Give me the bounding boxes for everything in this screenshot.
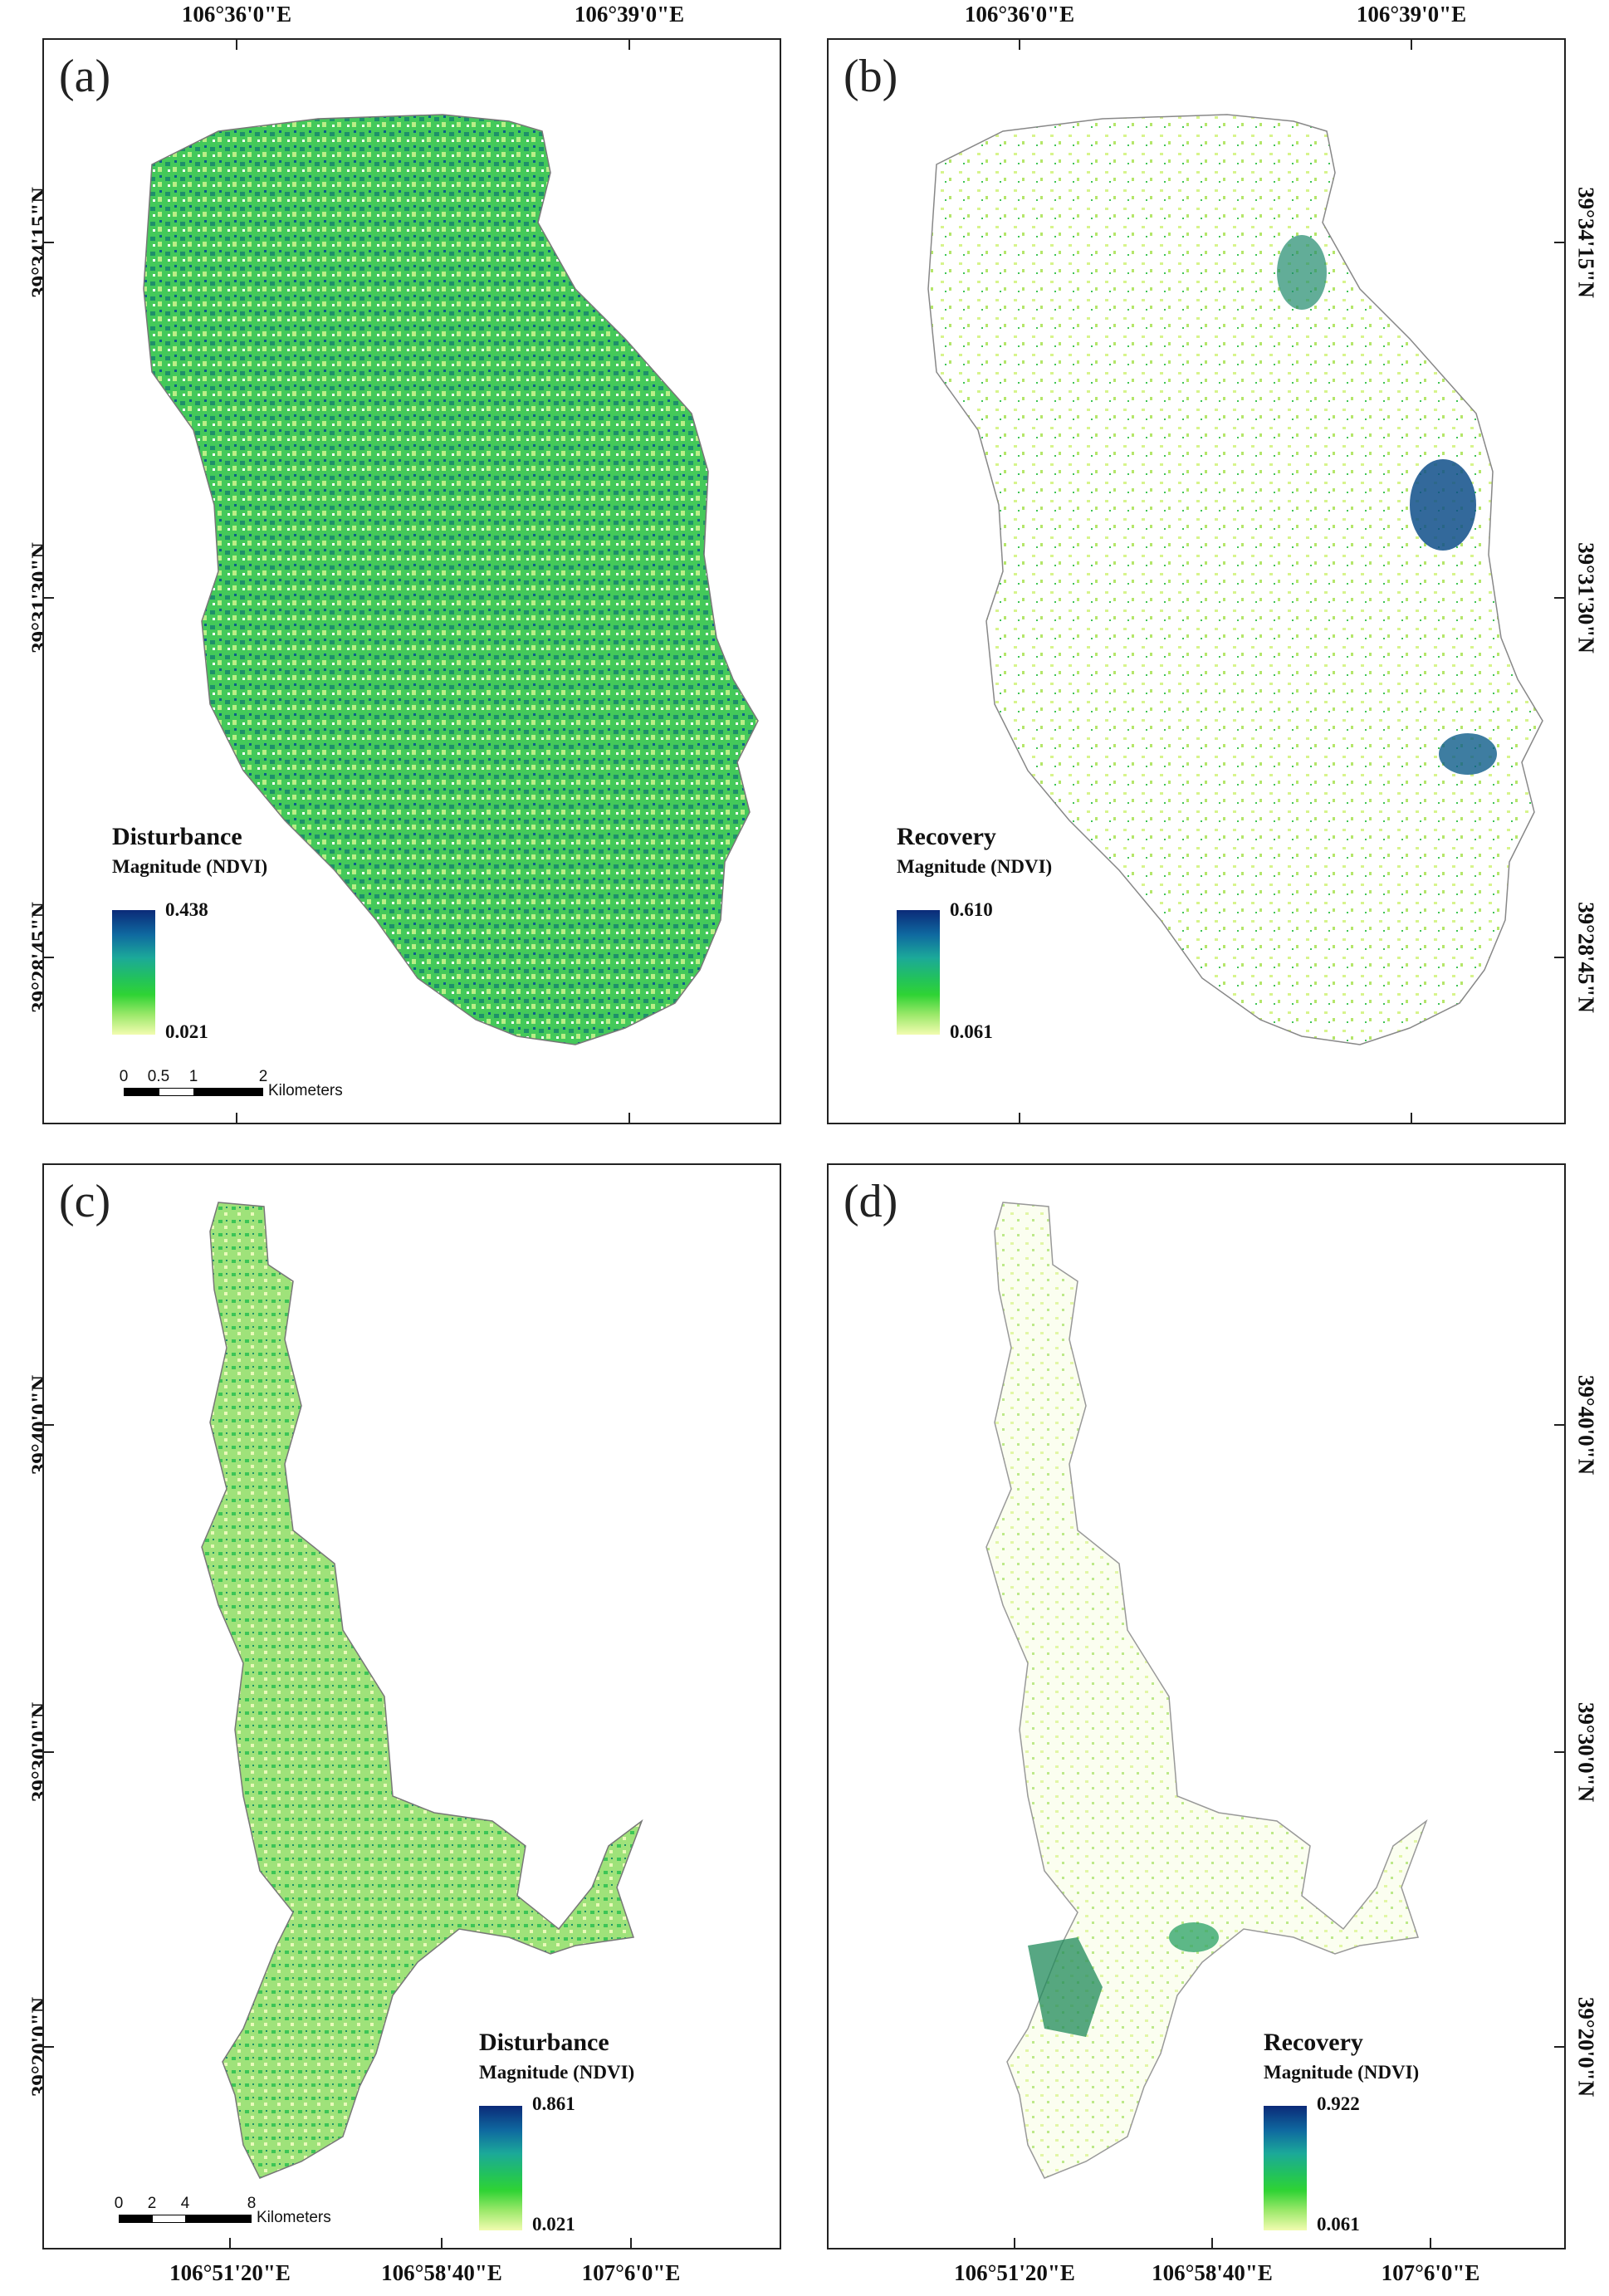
- map-panel-c: (c) Disturbance Magnitude (NDVI) 0.861 0…: [42, 1163, 781, 2249]
- scale-tick-a-2: 1: [188, 1068, 198, 1085]
- tick-top-1: [236, 38, 237, 50]
- scale-unit-a: Kilometers: [268, 1082, 343, 1099]
- lon-label-top-1: 106°36'0"E: [181, 2, 292, 27]
- legend-title-d: Recovery: [1264, 2029, 1363, 2056]
- tick-bottom-d-1: [1014, 2238, 1015, 2249]
- tick-bottom-a-1: [236, 1113, 237, 1124]
- legend-max-b: 0.610: [950, 899, 993, 920]
- tick-right-d-1: [1554, 1424, 1566, 1426]
- lat-label-d-3: 39°20'0"N: [1573, 1996, 1599, 2098]
- panel-label-d: (d): [844, 1176, 898, 1227]
- scale-tick-c-0: 0: [114, 2195, 124, 2212]
- legend-title-a: Disturbance: [112, 823, 242, 850]
- scale-tick-a-3: 2: [258, 1068, 268, 1085]
- lon-label-bottom-1: 106°51'20"E: [169, 2260, 291, 2285]
- lat-label-b-1: 39°34'15"N: [1573, 187, 1599, 298]
- region-outline-c: [201, 1202, 643, 2179]
- tick-left-a-1: [42, 242, 54, 243]
- legend-subtitle-a: Magnitude (NDVI): [112, 856, 268, 877]
- scale-unit-c: Kilometers: [257, 2209, 331, 2226]
- map-panel-a: (a) Disturbance Magnitude (NDVI) 0.438 0…: [42, 38, 781, 1124]
- scale-tick-c-3: 8: [247, 2195, 257, 2212]
- map-c-region: [201, 1202, 643, 2179]
- lon-label-bottom-5: 106°58'40"E: [1152, 2260, 1273, 2285]
- tick-left-a-2: [42, 597, 54, 599]
- map-d-region: [985, 1202, 1428, 2179]
- lon-label-bottom-4: 106°51'20"E: [954, 2260, 1075, 2285]
- tick-left-c-2: [42, 1751, 54, 1753]
- tick-top-3: [1019, 38, 1020, 50]
- color-ramp-b: [897, 910, 940, 1035]
- scale-tick-a-1: 0.5: [147, 1068, 170, 1085]
- map-a-region: [143, 114, 759, 1045]
- lon-label-bottom-2: 106°58'40"E: [381, 2260, 502, 2285]
- panel-label-c: (c): [59, 1176, 111, 1227]
- lon-label-top-4: 106°39'0"E: [1356, 2, 1467, 27]
- tick-left-c-1: [42, 1424, 54, 1426]
- lat-label-b-3: 39°28'45"N: [1573, 902, 1599, 1013]
- tick-bottom-b-1: [1019, 1113, 1020, 1124]
- region-outline-d: [985, 1202, 1428, 2179]
- legend-max-a: 0.438: [165, 899, 208, 920]
- region-outline-a: [143, 114, 759, 1045]
- tick-right-b-1: [1554, 242, 1566, 243]
- region-outline-b: [927, 114, 1543, 1045]
- legend-min-a: 0.021: [165, 1021, 208, 1042]
- map-b-region: [927, 114, 1543, 1045]
- scale-tick-c-1: 2: [147, 2195, 157, 2212]
- lon-label-top-2: 106°39'0"E: [574, 2, 685, 27]
- scale-bar-a: [124, 1088, 263, 1096]
- lat-label-d-2: 39°30'0"N: [1573, 1701, 1599, 1803]
- tick-bottom-a-2: [628, 1113, 630, 1124]
- tick-left-a-3: [42, 957, 54, 958]
- legend-title-c: Disturbance: [479, 2029, 609, 2056]
- tick-right-d-3: [1554, 2046, 1566, 2048]
- scale-tick-c-2: 4: [180, 2195, 190, 2212]
- lat-label-b-2: 39°31'30"N: [1573, 542, 1599, 654]
- tick-right-b-3: [1554, 957, 1566, 958]
- legend-min-d: 0.061: [1317, 2214, 1360, 2235]
- tick-top-2: [628, 38, 630, 50]
- lat-label-d-1: 39°40'0"N: [1573, 1374, 1599, 1476]
- legend-subtitle-b: Magnitude (NDVI): [897, 856, 1053, 877]
- tick-bottom-b-2: [1411, 1113, 1412, 1124]
- tick-bottom-d-3: [1430, 2238, 1431, 2249]
- tick-bottom-c-1: [229, 2238, 231, 2249]
- legend-max-c: 0.861: [532, 2093, 575, 2114]
- lon-label-top-3: 106°36'0"E: [964, 2, 1075, 27]
- legend-min-b: 0.061: [950, 1021, 993, 1042]
- legend-title-b: Recovery: [897, 823, 996, 850]
- map-panel-b: (b) Recovery Magnitude (NDVI) 0.610 0.06…: [827, 38, 1566, 1124]
- panel-label-a: (a): [59, 51, 111, 102]
- legend-min-c: 0.021: [532, 2214, 575, 2235]
- tick-left-c-3: [42, 2046, 54, 2048]
- map-panel-d: (d) Recovery Magnitude (NDVI) 0.922 0.06…: [827, 1163, 1566, 2249]
- tick-right-b-2: [1554, 597, 1566, 599]
- lon-label-bottom-6: 107°6'0"E: [1381, 2260, 1480, 2285]
- lon-label-bottom-3: 107°6'0"E: [581, 2260, 681, 2285]
- color-ramp-d: [1264, 2106, 1307, 2230]
- legend-max-d: 0.922: [1317, 2093, 1360, 2114]
- legend-subtitle-c: Magnitude (NDVI): [479, 2062, 635, 2083]
- legend-subtitle-d: Magnitude (NDVI): [1264, 2062, 1420, 2083]
- tick-bottom-c-3: [630, 2238, 632, 2249]
- scale-tick-a-0: 0: [119, 1068, 129, 1085]
- color-ramp-c: [479, 2106, 522, 2230]
- color-ramp-a: [112, 910, 155, 1035]
- panel-label-b: (b): [844, 51, 898, 102]
- tick-bottom-d-2: [1211, 2238, 1213, 2249]
- tick-bottom-c-2: [441, 2238, 443, 2249]
- tick-right-d-2: [1554, 1751, 1566, 1753]
- scale-bar-c: [119, 2215, 252, 2223]
- tick-top-4: [1411, 38, 1412, 50]
